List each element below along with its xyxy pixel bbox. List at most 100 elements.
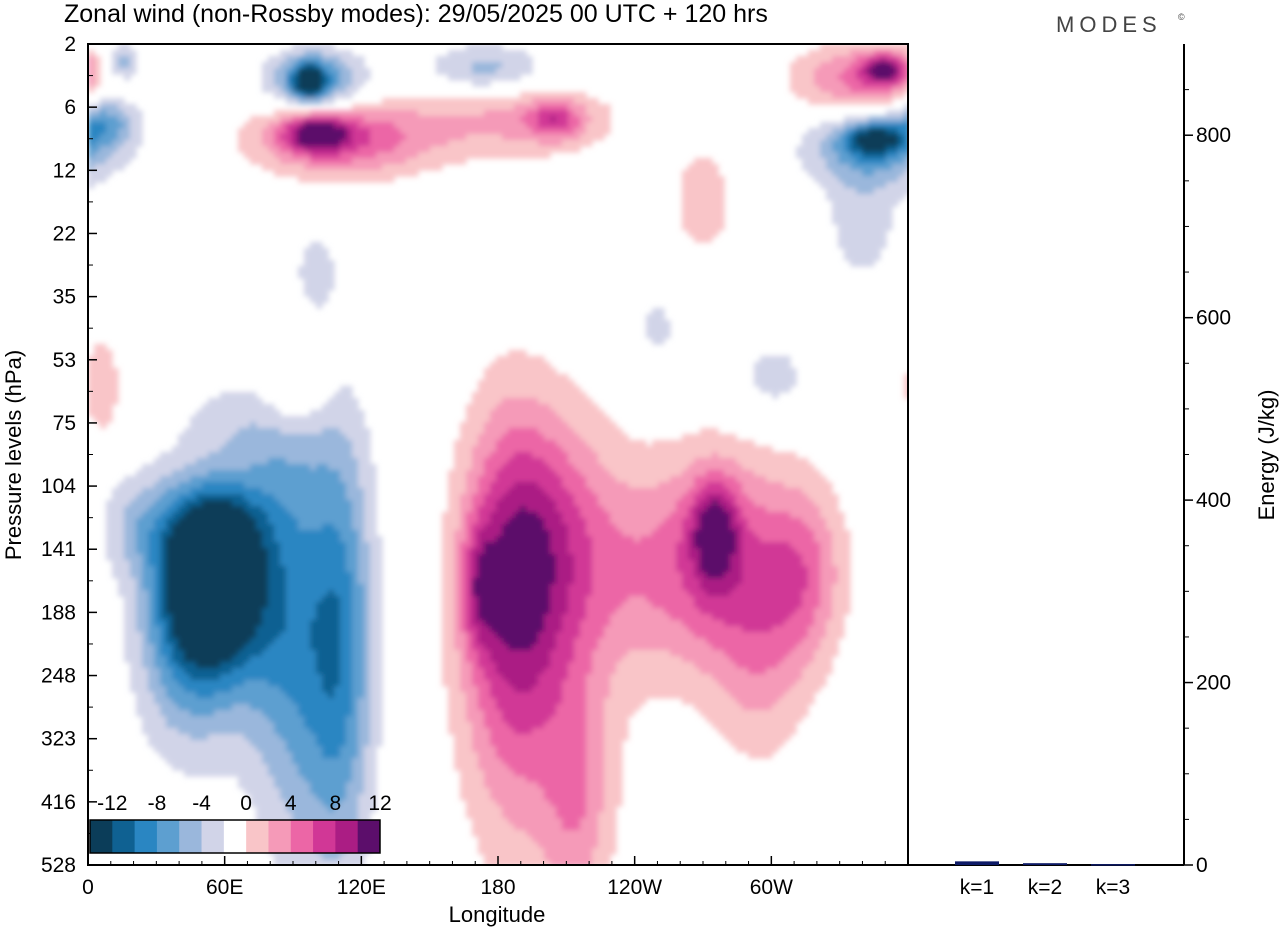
heatmap-cell [826,188,833,195]
heatmap-cell [850,188,857,195]
heatmap-cell [244,134,251,141]
heatmap-cell [622,524,629,531]
heatmap-cell [568,458,575,465]
heatmap-cell [640,578,647,585]
heatmap-cell [574,104,581,111]
heatmap-cell [280,80,287,87]
heatmap-cell [322,86,329,93]
heatmap-cell [652,482,659,489]
heatmap-cell [490,110,497,117]
heatmap-cell [304,122,311,129]
heatmap-cell [496,104,503,111]
heatmap-cell [436,134,443,141]
heatmap-cell [640,482,647,489]
heatmap-cell [310,86,317,93]
heatmap-cell [376,536,383,543]
heatmap-cell [364,158,371,165]
heatmap-cell [574,506,581,513]
heatmap-cell [772,542,779,549]
heatmap-cell [370,584,377,591]
heatmap-cell [304,176,311,183]
heatmap-cell [328,62,335,69]
heatmap-cell [676,440,683,447]
heatmap-cell [706,458,713,465]
heatmap-cell [724,572,731,579]
heatmap-cell [682,548,689,555]
heatmap-cell [112,500,119,507]
heatmap-cell [694,206,701,213]
heatmap-cell [868,224,875,231]
heatmap-cell [562,398,569,405]
heatmap-cell [856,74,863,81]
heatmap-cell [658,488,665,495]
heatmap-cell [508,50,515,57]
heatmap-cell [484,440,491,447]
heatmap-cell [472,134,479,141]
heatmap-cell [190,482,197,489]
heatmap-cell [136,518,143,525]
heatmap-cell [328,494,335,501]
heatmap-cell [658,536,665,543]
heatmap-cell [316,470,323,477]
heatmap-cell [592,578,599,585]
heatmap-cell [880,212,887,219]
heatmap-cell [124,56,131,63]
heatmap-cell [490,410,497,417]
heatmap-cell [142,536,149,543]
heatmap-cell [304,578,311,585]
heatmap-cell [544,146,551,153]
heatmap-cell [202,494,209,501]
heatmap-cell [502,110,509,117]
heatmap-cell [784,512,791,519]
heatmap-cell [538,506,545,513]
heatmap-cell [298,434,305,441]
heatmap-cell [802,542,809,549]
heatmap-cell [472,44,479,51]
heatmap-cell [850,50,857,57]
heatmap-cell [724,458,731,465]
heatmap-cell [274,74,281,81]
heatmap-cell [268,140,275,147]
heatmap-cell [478,140,485,147]
heatmap-cell [838,584,845,591]
heatmap-cell [550,452,557,459]
heatmap-cell [490,134,497,141]
heatmap-cell [256,146,263,153]
heatmap-cell [466,584,473,591]
heatmap-cell [880,140,887,147]
heatmap-cell [382,170,389,177]
heatmap-cell [298,446,305,453]
heatmap-cell [280,152,287,159]
heatmap-cell [304,440,311,447]
heatmap-cell [316,158,323,165]
heatmap-cell [508,398,515,405]
heatmap-cell [604,416,611,423]
heatmap-cell [634,494,641,501]
heatmap-cell [184,434,191,441]
heatmap-cell [184,530,191,537]
heatmap-cell [628,566,635,573]
heatmap-cell [262,422,269,429]
heatmap-cell [352,572,359,579]
heatmap-cell [868,170,875,177]
heatmap-cell [526,560,533,567]
heatmap-cell [142,464,149,471]
heatmap-cell [700,584,707,591]
heatmap-cell [688,434,695,441]
heatmap-cell [136,512,143,519]
heatmap-cell [634,446,641,453]
heatmap-cell [472,416,479,423]
heatmap-cell [214,536,221,543]
heatmap-cell [610,560,617,567]
heatmap-cell [340,578,347,585]
heatmap-cell [466,104,473,111]
heatmap-cell [712,518,719,525]
heatmap-cell [478,62,485,69]
heatmap-cell [274,578,281,585]
heatmap-cell [256,134,263,141]
heatmap-cell [214,404,221,411]
heatmap-cell [190,566,197,573]
heatmap-cell [544,584,551,591]
heatmap-cell [868,158,875,165]
heatmap-cell [346,530,353,537]
